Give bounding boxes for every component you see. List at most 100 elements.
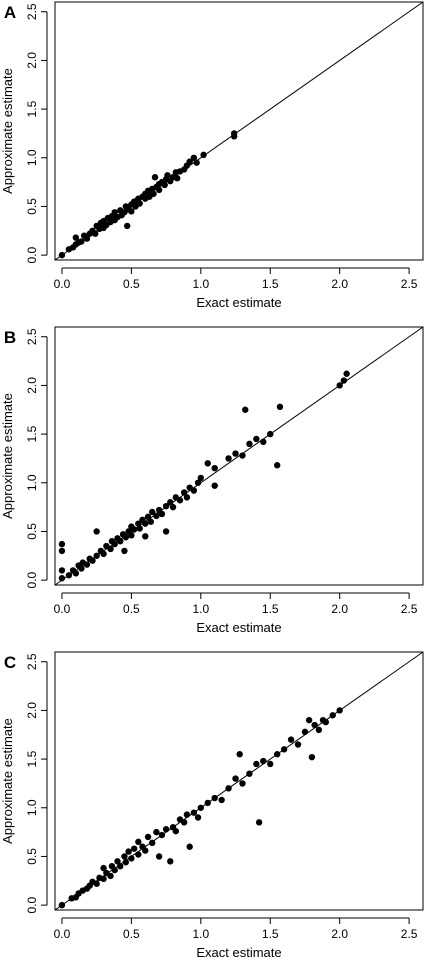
- data-point: [167, 499, 174, 506]
- data-point: [155, 186, 163, 194]
- y-tick-label: 2.0: [25, 702, 39, 719]
- data-point: [239, 452, 246, 459]
- y-tick-label: 1.5: [25, 750, 39, 767]
- x-tick-label: 2.5: [401, 602, 418, 616]
- data-point: [124, 222, 131, 230]
- data-point: [142, 520, 149, 527]
- y-tick-label: 1.0: [25, 474, 39, 491]
- data-point: [128, 855, 135, 862]
- data-point: [183, 811, 191, 818]
- plot-frame: [54, 326, 424, 586]
- data-point: [260, 757, 267, 765]
- data-point: [301, 728, 309, 736]
- data-points: [58, 370, 350, 582]
- data-point: [78, 565, 85, 572]
- data-point: [253, 435, 260, 443]
- data-point: [153, 512, 160, 520]
- data-point: [162, 528, 170, 535]
- data-point: [135, 851, 142, 858]
- data-point: [58, 540, 66, 548]
- data-point: [162, 825, 170, 833]
- data-point: [147, 518, 155, 525]
- y-tick-label: 2.5: [25, 3, 39, 20]
- data-point: [89, 557, 96, 564]
- data-point: [294, 741, 302, 748]
- data-point: [122, 859, 130, 866]
- data-point: [167, 858, 174, 865]
- x-axis-title: Exact estimate: [196, 945, 281, 960]
- data-point: [193, 159, 200, 166]
- data-point: [144, 513, 152, 521]
- data-point: [93, 528, 100, 535]
- data-point: [246, 770, 253, 777]
- data-point: [107, 545, 114, 553]
- data-point: [121, 853, 128, 860]
- y-tick-label: 1.0: [25, 799, 39, 816]
- data-points: [58, 130, 238, 259]
- data-point: [236, 751, 243, 758]
- data-point: [83, 235, 91, 242]
- data-point: [58, 574, 66, 582]
- data-point: [58, 567, 66, 574]
- data-point: [122, 534, 130, 541]
- y-tick-label: 2.0: [25, 52, 39, 69]
- data-point: [197, 804, 205, 811]
- data-point: [130, 845, 138, 852]
- y-axis: 0.0 0.5 1.0 1.5 2.0 2.5 Approximate estimate: [0, 328, 48, 588]
- data-point: [153, 828, 160, 836]
- data-point: [128, 208, 135, 215]
- panel-label: A: [4, 3, 16, 22]
- data-point: [78, 238, 85, 245]
- x-axis: 0.0 0.5 1.0 1.5 2.0 2.5 Exact estimate: [54, 267, 418, 310]
- identity-line: [54, 651, 424, 911]
- y-tick-label: 2.5: [25, 653, 39, 670]
- y-tick-label: 1.0: [25, 149, 39, 166]
- data-point: [111, 866, 118, 874]
- y-tick-label: 0.5: [25, 523, 39, 540]
- data-points: [58, 707, 343, 909]
- data-point: [93, 880, 100, 887]
- plot-frame: [54, 1, 424, 261]
- data-point: [111, 209, 118, 216]
- x-tick-label: 2.0: [331, 277, 348, 291]
- data-point: [280, 746, 288, 753]
- data-point: [149, 839, 156, 847]
- data-point: [336, 707, 343, 714]
- data-point: [204, 799, 211, 807]
- data-point: [230, 130, 238, 137]
- data-point: [164, 172, 171, 179]
- data-point: [200, 151, 207, 159]
- data-point: [121, 547, 128, 555]
- x-axis-title: Exact estimate: [196, 295, 281, 310]
- data-point: [150, 190, 157, 197]
- data-point: [142, 533, 149, 540]
- y-tick-label: 0.0: [25, 896, 39, 913]
- data-point: [322, 718, 329, 726]
- y-tick-label: 0.5: [25, 848, 39, 865]
- data-point: [125, 848, 132, 855]
- data-point: [287, 736, 295, 743]
- data-point: [58, 901, 66, 909]
- x-tick-label: 1.0: [192, 602, 209, 616]
- data-point: [204, 460, 211, 467]
- data-point: [315, 726, 323, 734]
- data-point: [169, 503, 177, 511]
- data-point: [72, 570, 80, 577]
- panel-label: C: [4, 653, 16, 672]
- data-point: [93, 552, 100, 559]
- y-tick-label: 0.0: [25, 571, 39, 588]
- data-point: [186, 843, 193, 850]
- data-point: [225, 455, 232, 462]
- data-point: [155, 853, 163, 860]
- y-axis-title: Approximate estimate: [0, 718, 15, 844]
- data-point: [100, 864, 107, 872]
- data-point: [136, 525, 143, 532]
- data-point: [149, 508, 156, 516]
- y-tick-label: 1.5: [25, 100, 39, 117]
- y-tick-label: 2.0: [25, 377, 39, 394]
- y-axis: 0.0 0.5 1.0 1.5 2.0 2.5 Approximate estimate: [0, 3, 48, 263]
- data-point: [186, 158, 193, 165]
- scatter-panel-c: C 0.0 0.5 1.0 1.5 2.0 2.5 Exact estimate 0.0 0.5 1…: [0, 651, 424, 960]
- data-point: [117, 537, 124, 545]
- data-point: [190, 154, 198, 161]
